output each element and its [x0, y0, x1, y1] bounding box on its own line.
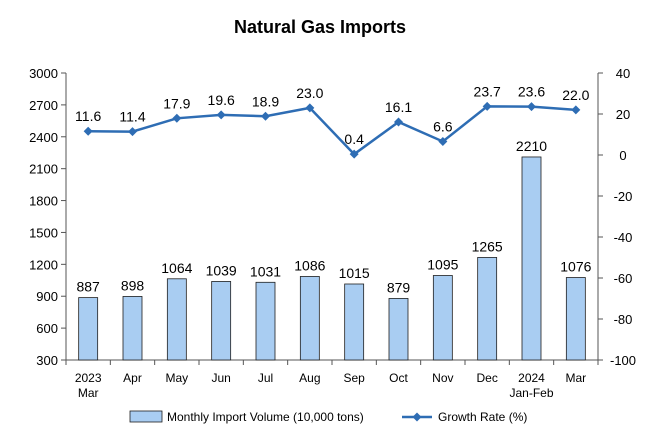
bar: [166, 278, 187, 361]
x-tick-label: 2023: [75, 371, 102, 385]
line-value-label: 6.6: [433, 118, 453, 134]
right-tick-label: 20: [616, 107, 630, 122]
chart-title: Natural Gas Imports: [234, 17, 406, 37]
left-tick-label: 2400: [29, 130, 58, 145]
line-value-label: 19.6: [208, 92, 235, 108]
line-value-label: 18.9: [252, 93, 279, 109]
bar: [388, 298, 409, 361]
line-point: [571, 105, 581, 115]
right-tick-label: -80: [614, 312, 633, 327]
line-point: [172, 113, 182, 123]
left-tick-label: 1200: [29, 257, 58, 272]
legend-line-label: Growth Rate (%): [438, 410, 527, 424]
bar-value-label: 1064: [161, 260, 192, 276]
x-tick-label: Apr: [123, 371, 142, 385]
bar: [122, 296, 143, 361]
legend: Monthly Import Volume (10,000 tons) Growt…: [129, 410, 527, 424]
bar-value-label: 898: [121, 277, 145, 293]
legend-line-marker: [412, 412, 422, 422]
bar-value-label: 1086: [294, 257, 325, 273]
bar-value-label: 1015: [339, 265, 370, 281]
growth-rate-line: [88, 105, 576, 156]
line-value-label: 23.0: [296, 85, 323, 101]
line-point: [482, 101, 492, 111]
bar-value-label: 879: [387, 279, 411, 295]
x-tick-label: Dec: [476, 371, 497, 385]
line-point: [394, 117, 403, 127]
line-point: [305, 103, 315, 113]
left-tick-label: 3000: [29, 66, 58, 81]
bar: [565, 277, 586, 361]
bar: [344, 283, 365, 361]
line-value-label: 17.9: [163, 95, 190, 111]
right-tick-label: -20: [614, 189, 633, 204]
left-tick-label: 600: [36, 321, 58, 336]
right-tick-label: -40: [614, 230, 633, 245]
line-point: [261, 111, 270, 121]
bar-value-label: 1039: [206, 262, 237, 278]
left-tick-label: 900: [36, 289, 58, 304]
bar-value-label: 887: [76, 279, 100, 295]
left-tick-label: 2100: [29, 162, 58, 177]
bar-value-label: 1076: [560, 259, 591, 275]
right-tick-label: 40: [616, 66, 630, 81]
x-tick-label: May: [165, 371, 188, 385]
axes: 300 600 900 1200 1500 1800 2100 2400 2700 3000 -10…: [29, 66, 636, 400]
bars-layer: 887 898 1064 1039 1031 1086 1015 879 1095 1265 221…: [76, 138, 592, 361]
line-value-label: 22.0: [562, 87, 589, 103]
line-value-label: 11.6: [75, 108, 101, 124]
left-tick-label: 2700: [29, 98, 58, 113]
line-point: [527, 102, 536, 112]
left-tick-label: 300: [36, 353, 58, 368]
bar: [211, 281, 232, 361]
x-tick-label: Sep: [343, 371, 365, 385]
left-tick-label: 1800: [29, 194, 58, 209]
right-tick-label: -60: [614, 271, 633, 286]
line-point: [216, 110, 226, 120]
line-value-label: 11.4: [119, 109, 145, 125]
x-tick-label: Jun: [211, 371, 230, 385]
bar: [521, 156, 542, 361]
legend-bar-swatch: [129, 410, 163, 423]
x-tick-label: Mar: [78, 386, 99, 400]
line-value-label: 16.1: [385, 99, 412, 115]
line-point: [349, 149, 359, 159]
line-point: [128, 127, 137, 137]
bar-value-label: 1265: [472, 238, 503, 254]
x-tick-label: Jul: [258, 371, 273, 385]
line-layer: 11.6 11.4 17.9 19.6 18.9 23.0 0.4 16.1 6.6 23.7 23…: [75, 83, 590, 159]
bar-value-label: 1031: [250, 263, 281, 279]
x-tick-label: 2024: [518, 371, 545, 385]
bar: [299, 276, 320, 361]
right-tick-label: -100: [610, 353, 636, 368]
line-value-label: 0.4: [344, 131, 364, 147]
bar: [78, 297, 99, 361]
x-tick-label: Aug: [299, 371, 320, 385]
bar: [255, 281, 276, 361]
bar: [432, 275, 453, 361]
bar-value-label: 1095: [427, 256, 458, 272]
right-tick-label: 0: [619, 148, 626, 163]
line-value-label: 23.6: [518, 84, 545, 100]
left-tick-label: 1500: [29, 225, 58, 240]
x-tick-label: Nov: [432, 371, 453, 385]
bar: [477, 257, 498, 361]
line-value-label: 23.7: [474, 83, 501, 99]
bar-value-label: 2210: [516, 138, 547, 154]
legend-bar-label: Monthly Import Volume (10,000 tons): [167, 410, 364, 424]
x-tick-label: Oct: [389, 371, 408, 385]
line-point: [83, 126, 93, 136]
x-tick-label: Mar: [565, 371, 586, 385]
x-tick-label: Jan-Feb: [509, 386, 553, 400]
line-point: [438, 136, 448, 146]
